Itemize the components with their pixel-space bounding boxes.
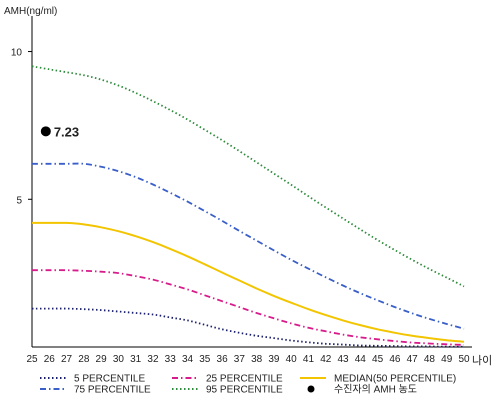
x-tick-label: 25: [26, 354, 38, 365]
x-tick-label: 47: [407, 354, 419, 365]
y-axis-label: AMH(ng/ml): [4, 6, 57, 17]
series-line: [32, 221, 465, 343]
x-tick-label: 30: [113, 354, 125, 365]
series-line: [31, 65, 465, 288]
x-tick-label: 49: [441, 354, 453, 365]
legend-label: 5 PERCENTILE: [74, 374, 145, 385]
series-lines: [31, 65, 465, 348]
x-tick-label: 48: [424, 354, 436, 365]
x-tick-label: 27: [61, 354, 73, 365]
x-tick-label: 45: [372, 354, 384, 365]
x-tick-label: 28: [78, 354, 90, 365]
x-tick-label: 44: [355, 354, 367, 365]
y-tick-label: 10: [11, 48, 23, 59]
legend-label: 25 PERCENTILE: [206, 374, 283, 385]
y-tick-label: 5: [16, 195, 22, 206]
patient-amh-label: 7.23: [54, 124, 79, 139]
legend-marker-label: 수진자의 AMH 농도: [334, 384, 417, 396]
series-line: [32, 307, 465, 348]
x-tick-label: 33: [165, 354, 177, 365]
patient-amh-point: [40, 126, 51, 137]
x-tick-label: 26: [44, 354, 56, 365]
x-tick-label: 38: [251, 354, 263, 365]
x-tick-label: 40: [286, 354, 298, 365]
x-tick-label: 42: [320, 354, 332, 365]
x-axis-label: 나이: [472, 354, 492, 367]
x-tick-label: 43: [337, 354, 349, 365]
x-tick-label: 37: [234, 354, 246, 365]
marker-layer: 7.23: [40, 124, 79, 139]
legend-marker-swatch: [307, 385, 315, 393]
axes: AMH(ng/ml) 나이 5 10 25 26 27 28 29 30 31 32 33 34 35 36 3…: [4, 6, 492, 367]
x-tick-label: 50: [458, 354, 470, 365]
x-tick-label: 34: [182, 354, 194, 365]
series-line: [32, 269, 465, 346]
x-tick-label: 36: [217, 354, 229, 365]
legend-label: 75 PERCENTILE: [74, 385, 151, 396]
x-tick-label: 46: [389, 354, 401, 365]
series-line: [32, 162, 465, 330]
legend-label: 95 PERCENTILE: [206, 385, 283, 396]
x-tick-label: 35: [199, 354, 211, 365]
x-tick-label: 41: [303, 354, 315, 365]
x-tick-label: 32: [147, 354, 159, 365]
x-tick-label: 31: [130, 354, 142, 365]
x-tick-label: 39: [268, 354, 280, 365]
x-tick-label: 29: [96, 354, 108, 365]
legend-label: MEDIAN(50 PERCENTILE): [334, 374, 456, 385]
